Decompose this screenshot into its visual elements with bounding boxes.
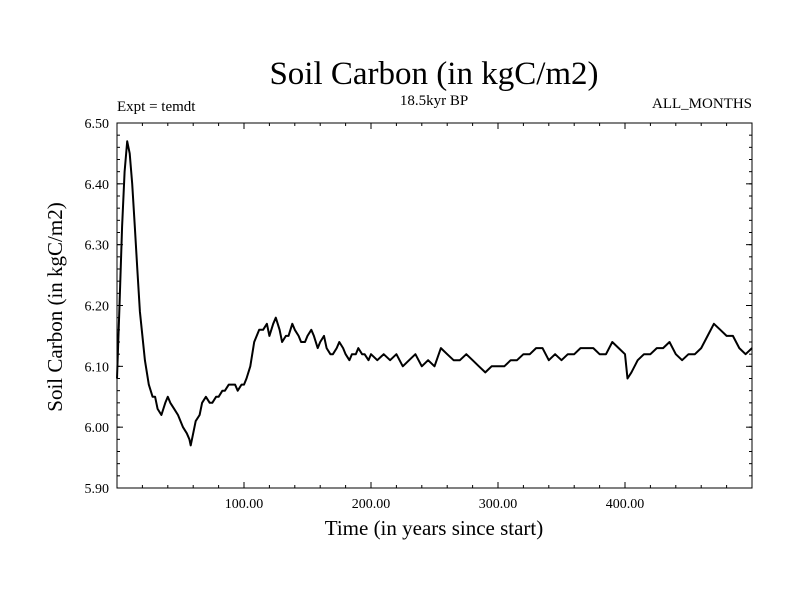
x-tick-label: 100.00	[225, 497, 264, 512]
y-tick-label: 5.90	[85, 482, 110, 497]
x-axis-label: Time (in years since start)	[325, 516, 544, 540]
chart-subtitle: 18.5kyr BP	[400, 93, 468, 109]
y-tick-label: 6.50	[85, 117, 110, 132]
plot-frame	[116, 122, 753, 489]
y-tick-label: 6.30	[85, 239, 110, 254]
y-tick-label: 6.40	[85, 178, 110, 193]
months-label: ALL_MONTHS	[652, 96, 752, 112]
chart-title: Soil Carbon (in kgC/m2)	[269, 56, 598, 92]
x-tick-label: 300.00	[479, 497, 518, 512]
x-axis-ticks: 100.00 200.00 300.00 400.00	[141, 123, 728, 512]
y-tick-label: 6.10	[85, 360, 110, 375]
y-tick-label: 6.20	[85, 300, 110, 315]
y-tick-label: 6.00	[85, 421, 110, 436]
experiment-label: Expt = temdt	[117, 99, 196, 115]
y-axis-ticks: 5.90 6.00 6.10 6.20 6.30 6.40 6.50	[85, 117, 752, 497]
y-axis-label: Soil Carbon (in kgC/m2)	[43, 202, 67, 411]
soil-carbon-series-line	[116, 140, 753, 447]
x-tick-label: 200.00	[352, 497, 391, 512]
x-tick-label: 400.00	[606, 497, 645, 512]
